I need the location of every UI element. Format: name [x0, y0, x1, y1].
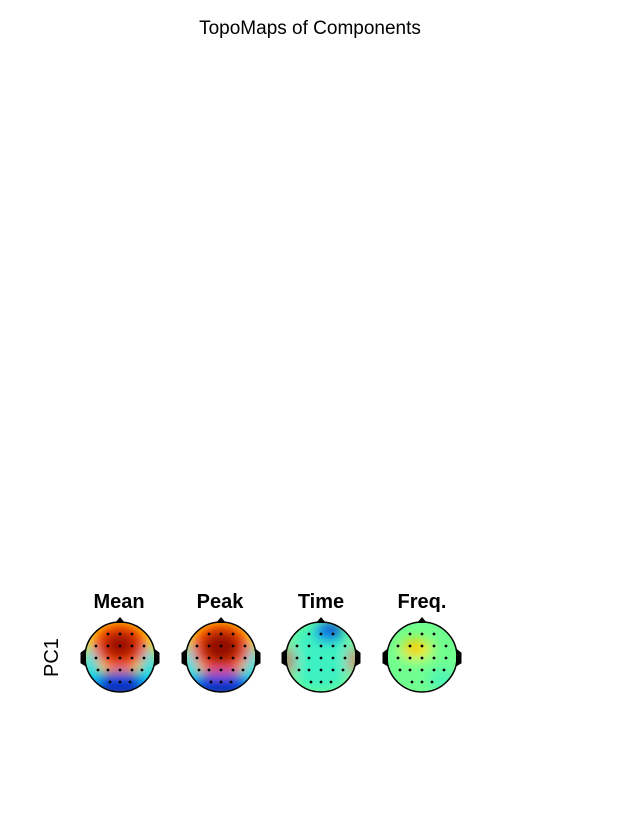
electrode-mean-6	[130, 644, 134, 648]
electrode-mean-19	[118, 680, 122, 684]
electrode-time-3	[295, 644, 299, 648]
topomap-mean	[80, 617, 160, 693]
electrode-freq-2	[432, 632, 436, 636]
electrode-mean-15	[118, 668, 122, 672]
electrode-freq-13	[398, 668, 402, 672]
electrode-peak-16	[231, 668, 235, 672]
electrode-time-18	[309, 680, 313, 684]
electrode-freq-10	[420, 656, 424, 660]
electrode-mean-13	[96, 668, 100, 672]
electrode-peak-19	[219, 680, 223, 684]
electrode-freq-20	[430, 680, 434, 684]
electrode-freq-5	[420, 644, 424, 648]
electrode-freq-14	[408, 668, 412, 672]
topomap-time	[281, 617, 361, 693]
electrode-mean-7	[142, 644, 146, 648]
electrode-mean-0	[106, 632, 110, 636]
electrode-mean-16	[130, 668, 134, 672]
electrode-time-20	[329, 680, 333, 684]
column-title-peak: Peak	[196, 591, 244, 613]
electrode-mean-2	[130, 632, 134, 636]
electrode-peak-11	[231, 656, 235, 660]
electrode-mean-10	[118, 656, 122, 660]
electrode-peak-2	[231, 632, 235, 636]
electrode-peak-5	[219, 644, 223, 648]
electrode-time-17	[341, 668, 345, 672]
electrode-peak-1	[219, 632, 223, 636]
electrode-peak-0	[207, 632, 211, 636]
electrode-peak-3	[195, 644, 199, 648]
electrode-time-19	[319, 680, 323, 684]
electrode-time-6	[331, 644, 335, 648]
electrode-mean-20	[128, 680, 132, 684]
electrode-mean-18	[108, 680, 112, 684]
electrode-peak-18	[209, 680, 213, 684]
electrode-freq-7	[444, 644, 448, 648]
electrode-time-10	[319, 656, 323, 660]
electrode-peak-10	[219, 656, 223, 660]
electrode-peak-9	[207, 656, 211, 660]
column-title-mean: Mean	[93, 591, 145, 613]
electrode-freq-19	[420, 680, 424, 684]
electrode-mean-1	[118, 632, 122, 636]
head-outline-time	[285, 621, 357, 693]
electrode-freq-11	[432, 656, 436, 660]
electrode-time-0	[307, 632, 311, 636]
head-outline-mean	[84, 621, 156, 693]
electrode-freq-17	[442, 668, 446, 672]
electrode-freq-6	[432, 644, 436, 648]
electrode-time-2	[331, 632, 335, 636]
electrode-mean-4	[106, 644, 110, 648]
electrode-peak-7	[243, 644, 247, 648]
electrode-peak-20	[229, 680, 233, 684]
electrode-freq-16	[432, 668, 436, 672]
electrode-time-14	[307, 668, 311, 672]
head-outline-peak	[185, 621, 257, 693]
electrode-time-16	[331, 668, 335, 672]
electrode-time-11	[331, 656, 335, 660]
column-title-freq: Freq.	[397, 591, 447, 613]
electrode-freq-12	[444, 656, 448, 660]
electrode-peak-17	[241, 668, 245, 672]
electrode-time-15	[319, 668, 323, 672]
electrode-freq-8	[396, 656, 400, 660]
electrode-mean-12	[142, 656, 146, 660]
electrode-peak-6	[231, 644, 235, 648]
electrode-peak-8	[195, 656, 199, 660]
electrode-time-12	[343, 656, 347, 660]
electrode-time-8	[295, 656, 299, 660]
electrode-freq-18	[410, 680, 414, 684]
electrode-peak-15	[219, 668, 223, 672]
electrode-freq-0	[408, 632, 412, 636]
column-title-time: Time	[297, 591, 345, 613]
electrode-time-13	[297, 668, 301, 672]
electrode-peak-4	[207, 644, 211, 648]
electrode-peak-12	[243, 656, 247, 660]
electrode-freq-4	[408, 644, 412, 648]
head-outline-freq	[386, 621, 458, 693]
electrode-mean-9	[106, 656, 110, 660]
electrode-mean-8	[94, 656, 98, 660]
electrode-freq-9	[408, 656, 412, 660]
figure-title: TopoMaps of Components	[199, 18, 421, 39]
electrode-mean-14	[106, 668, 110, 672]
electrode-mean-5	[118, 644, 122, 648]
electrode-time-5	[319, 644, 323, 648]
electrode-time-7	[343, 644, 347, 648]
electrode-peak-13	[197, 668, 201, 672]
electrode-freq-1	[420, 632, 424, 636]
electrode-mean-11	[130, 656, 134, 660]
electrode-freq-15	[420, 668, 424, 672]
electrode-mean-17	[140, 668, 144, 672]
electrode-freq-3	[396, 644, 400, 648]
topomap-freq	[382, 617, 462, 693]
electrode-time-9	[307, 656, 311, 660]
topomap-peak	[181, 617, 261, 693]
electrode-mean-3	[94, 644, 98, 648]
electrode-time-4	[307, 644, 311, 648]
electrode-peak-14	[207, 668, 211, 672]
electrode-time-1	[319, 632, 323, 636]
